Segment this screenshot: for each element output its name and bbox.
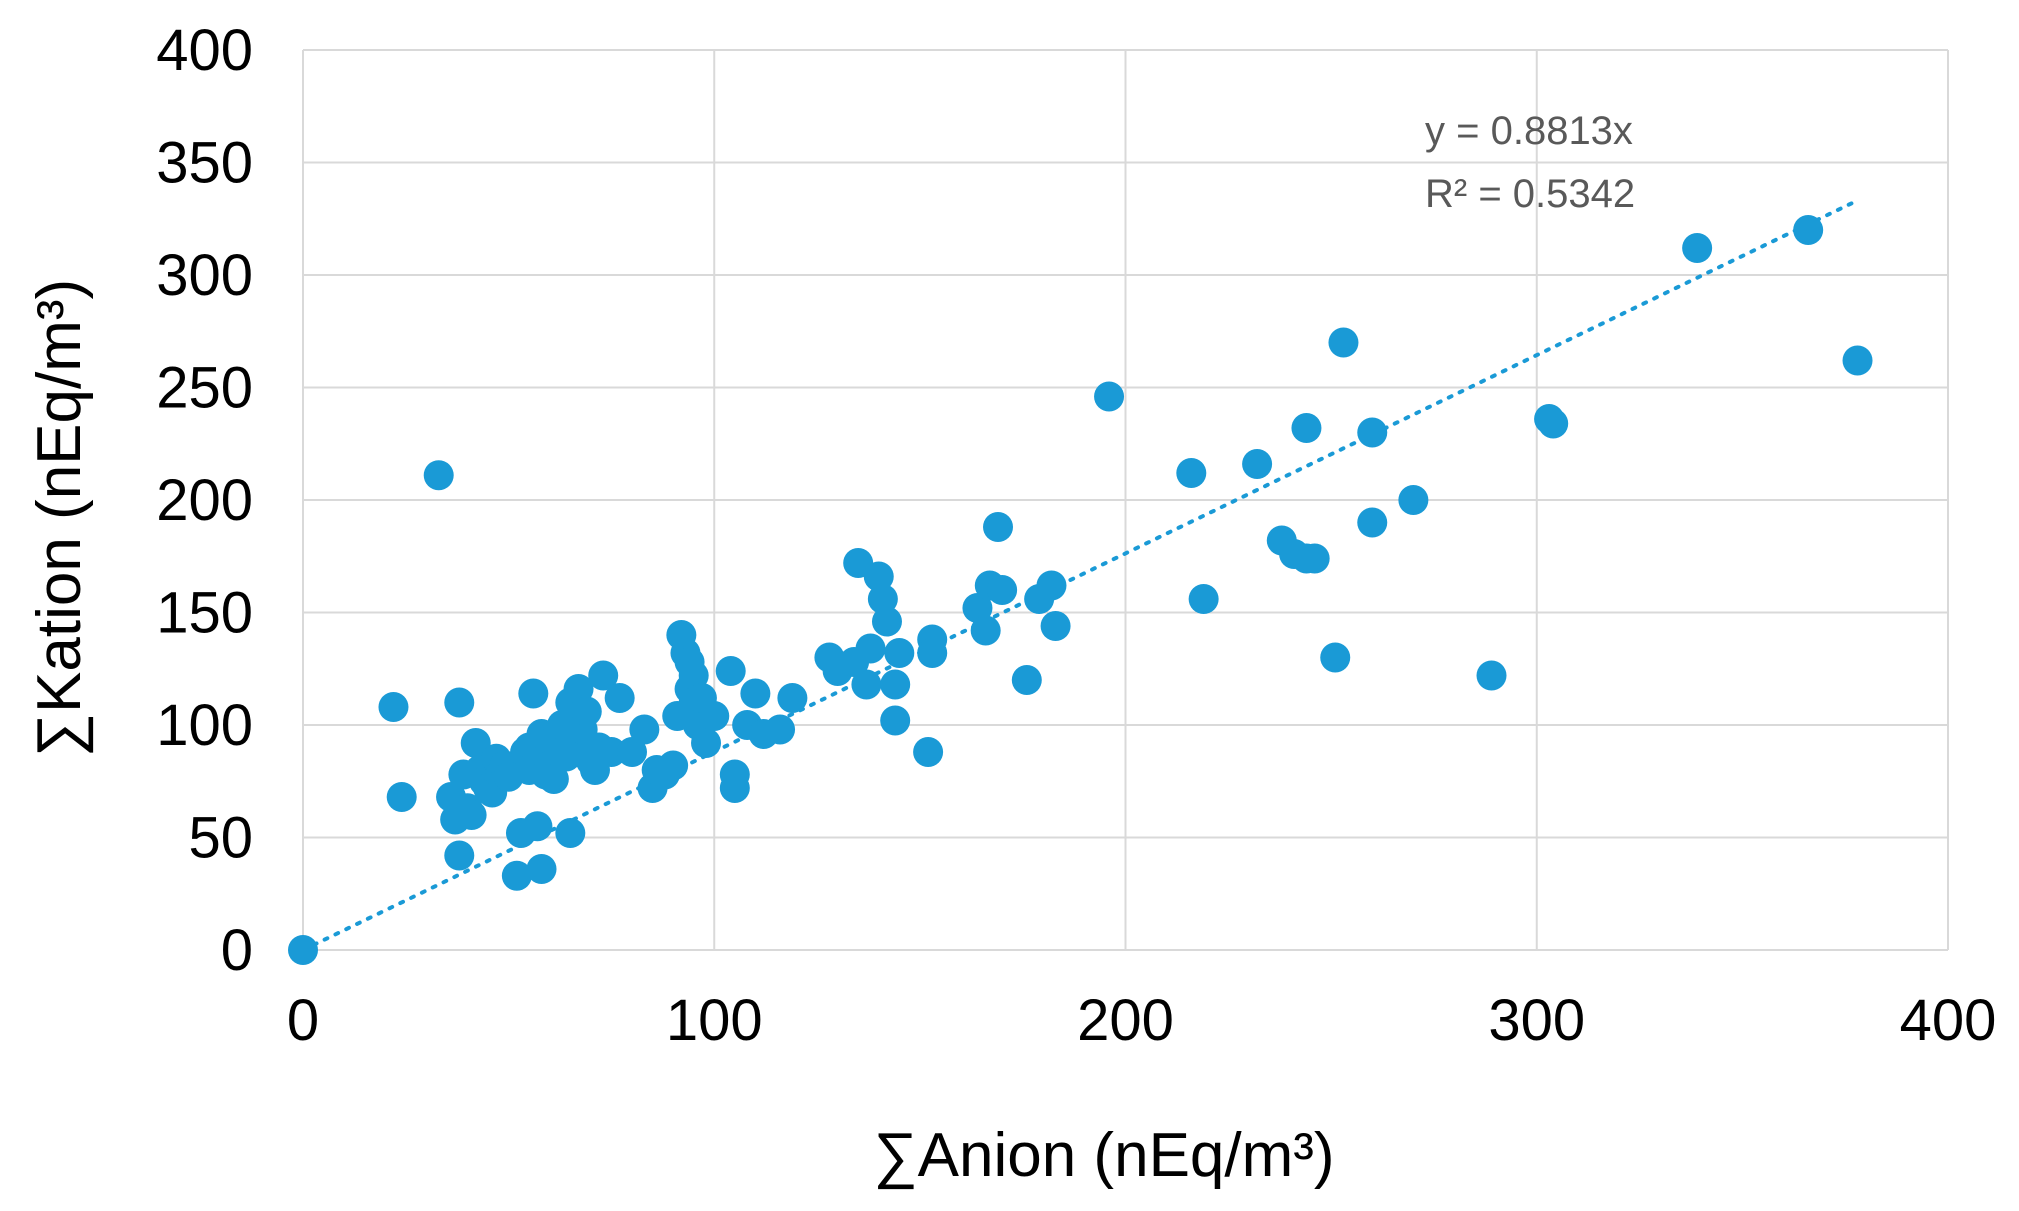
data-point-80 [863, 561, 894, 592]
data-point-96 [1036, 570, 1067, 601]
y-tick-label-200: 200 [156, 468, 253, 533]
data-point-116 [1793, 215, 1824, 245]
trendline-r-squared: R² = 0.5342 [1425, 172, 1635, 216]
data-point-101 [1242, 449, 1273, 479]
data-point-65 [699, 701, 730, 731]
data-point-54 [658, 750, 689, 781]
data-point-46 [588, 660, 619, 691]
x-tick-label-0: 0 [287, 988, 319, 1053]
data-point-49 [617, 737, 647, 767]
data-point-93 [987, 575, 1018, 605]
y-axis-title: ∑Kation (nEq/m³) [25, 279, 94, 757]
data-point-110 [1357, 507, 1388, 538]
data-point-72 [765, 714, 796, 745]
y-tick-label-0: 0 [221, 918, 253, 983]
data-point-97 [1040, 611, 1071, 641]
data-point-90 [970, 615, 1001, 646]
tick-labels: 0 50 100 150 200 250 300 350 400 0 100 200 300 400 [156, 18, 1996, 1053]
x-tick-label-100: 100 [666, 988, 763, 1053]
data-point-79 [855, 633, 886, 664]
data-point-68 [719, 773, 750, 803]
data-point-20 [501, 860, 532, 891]
data-point-88 [917, 638, 948, 668]
data-points [288, 215, 1873, 965]
y-tick-label-300: 300 [156, 243, 253, 308]
data-point-84 [880, 669, 911, 700]
data-point-111 [1398, 485, 1429, 515]
x-tick-label-400: 400 [1900, 988, 1997, 1053]
data-point-42 [571, 696, 602, 727]
data-point-83 [880, 705, 911, 736]
data-point-6 [444, 840, 475, 871]
data-point-100 [1188, 584, 1219, 614]
data-point-115 [1682, 233, 1713, 263]
y-tick-label-50: 50 [188, 806, 253, 871]
data-point-2 [386, 782, 417, 812]
trendline-equation: y = 0.8813x [1425, 109, 1633, 153]
data-point-10 [456, 800, 487, 830]
data-point-109 [1357, 417, 1388, 448]
data-point-47 [596, 737, 627, 767]
data-point-0 [288, 935, 318, 965]
x-axis-title: ∑Anion (nEq/m³) [873, 1121, 1334, 1190]
data-point-7 [444, 687, 475, 718]
data-point-112 [1476, 660, 1507, 691]
data-point-32 [538, 764, 569, 794]
data-point-64 [691, 728, 722, 758]
y-tick-label-100: 100 [156, 693, 253, 758]
data-point-114 [1538, 408, 1569, 439]
data-point-81 [867, 584, 898, 614]
data-point-3 [423, 460, 454, 491]
data-point-66 [715, 656, 746, 686]
data-point-99 [1176, 458, 1207, 488]
data-point-25 [518, 678, 549, 709]
y-tick-label-400: 400 [156, 18, 253, 83]
data-point-73 [777, 683, 808, 713]
x-tick-label-300: 300 [1488, 988, 1585, 1053]
data-point-92 [983, 512, 1014, 542]
data-point-105 [1291, 413, 1322, 443]
data-point-94 [1011, 665, 1042, 695]
data-point-60 [678, 660, 709, 691]
data-point-86 [913, 737, 944, 767]
data-point-50 [629, 714, 660, 745]
data-point-48 [604, 683, 635, 713]
data-point-89 [962, 593, 993, 623]
data-point-1 [378, 692, 409, 722]
data-point-27 [526, 854, 557, 884]
data-point-78 [851, 669, 882, 700]
data-point-106 [1299, 543, 1330, 574]
data-point-85 [884, 638, 915, 668]
data-point-108 [1328, 327, 1359, 358]
data-point-82 [871, 606, 902, 637]
data-point-98 [1094, 381, 1125, 412]
y-tick-label-150: 150 [156, 581, 253, 646]
data-point-26 [522, 811, 553, 842]
data-point-107 [1320, 642, 1351, 673]
data-point-39 [563, 674, 594, 704]
y-tick-label-350: 350 [156, 131, 253, 196]
data-point-36 [555, 818, 586, 848]
y-tick-label-250: 250 [156, 356, 253, 421]
x-tick-label-200: 200 [1077, 988, 1174, 1053]
data-point-70 [740, 678, 771, 709]
grid-lines [302, 49, 1949, 951]
data-point-11 [460, 728, 491, 758]
data-point-117 [1842, 345, 1873, 376]
